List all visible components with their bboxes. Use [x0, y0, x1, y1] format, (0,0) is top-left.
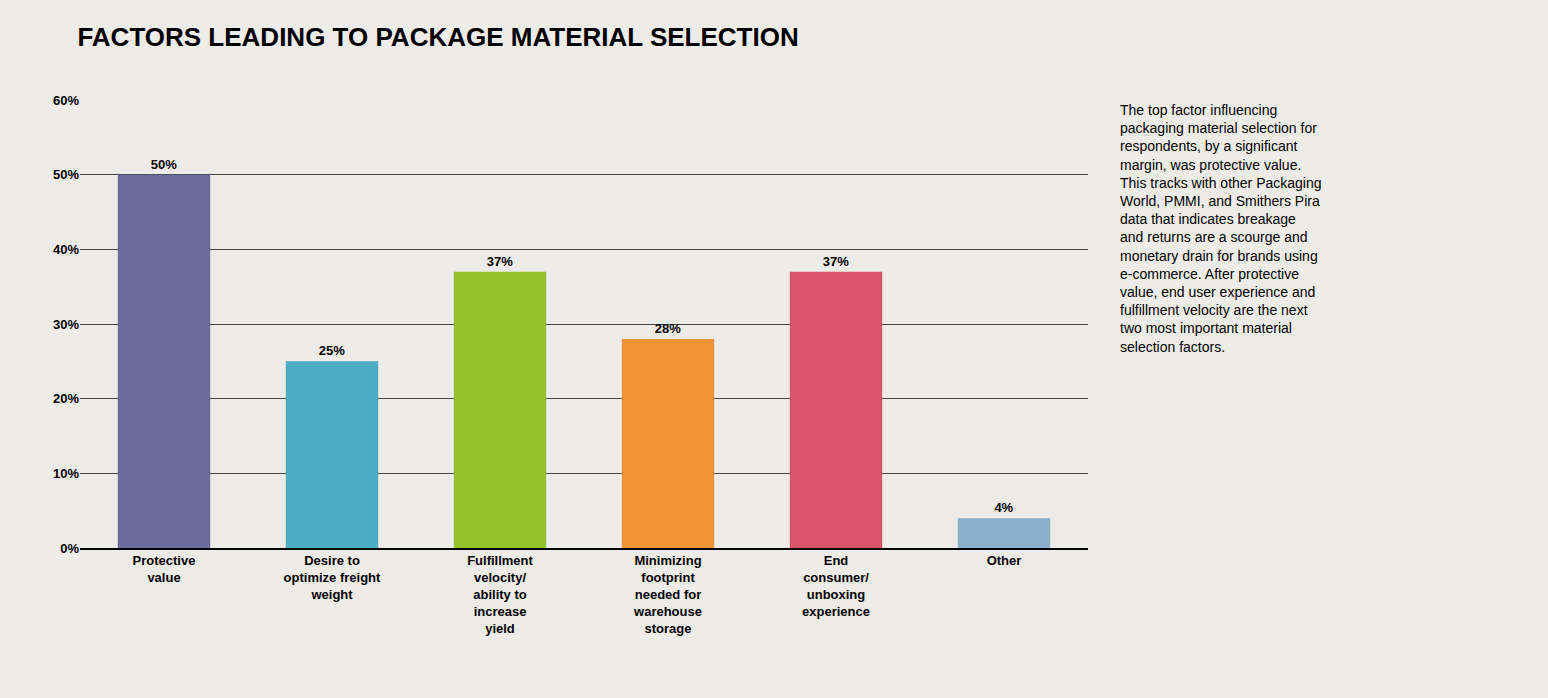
svg-text:Desire tooptimize freightweigh: Desire tooptimize freightweight: [284, 553, 381, 602]
svg-text:60%: 60%: [53, 93, 79, 108]
svg-text:50%: 50%: [151, 157, 177, 172]
svg-text:20%: 20%: [53, 391, 79, 406]
svg-text:Fulfillmentvelocity/ability to: Fulfillmentvelocity/ability toincreaseyi…: [467, 553, 533, 636]
svg-text:FACTORS LEADING TO PACKAGE MAT: FACTORS LEADING TO PACKAGE MATERIAL SELE…: [77, 22, 798, 52]
svg-text:Minimizingfootprintneeded forw: Minimizingfootprintneeded forwarehousest…: [633, 553, 702, 636]
svg-text:37%: 37%: [823, 254, 849, 269]
svg-text:37%: 37%: [487, 254, 513, 269]
svg-text:The top factor influencingpack: The top factor influencingpackaging mate…: [1120, 102, 1322, 355]
svg-text:50%: 50%: [53, 167, 79, 182]
svg-text:30%: 30%: [53, 317, 79, 332]
svg-text:4%: 4%: [994, 500, 1013, 515]
svg-text:10%: 10%: [53, 466, 79, 481]
svg-text:40%: 40%: [53, 242, 79, 257]
svg-text:Endconsumer/unboxingexperience: Endconsumer/unboxingexperience: [802, 553, 870, 619]
svg-text:Other: Other: [987, 553, 1022, 568]
svg-text:28%: 28%: [655, 321, 681, 336]
svg-text:0%: 0%: [60, 541, 79, 556]
svg-text:Protectivevalue: Protectivevalue: [133, 553, 196, 585]
svg-text:25%: 25%: [319, 343, 345, 358]
